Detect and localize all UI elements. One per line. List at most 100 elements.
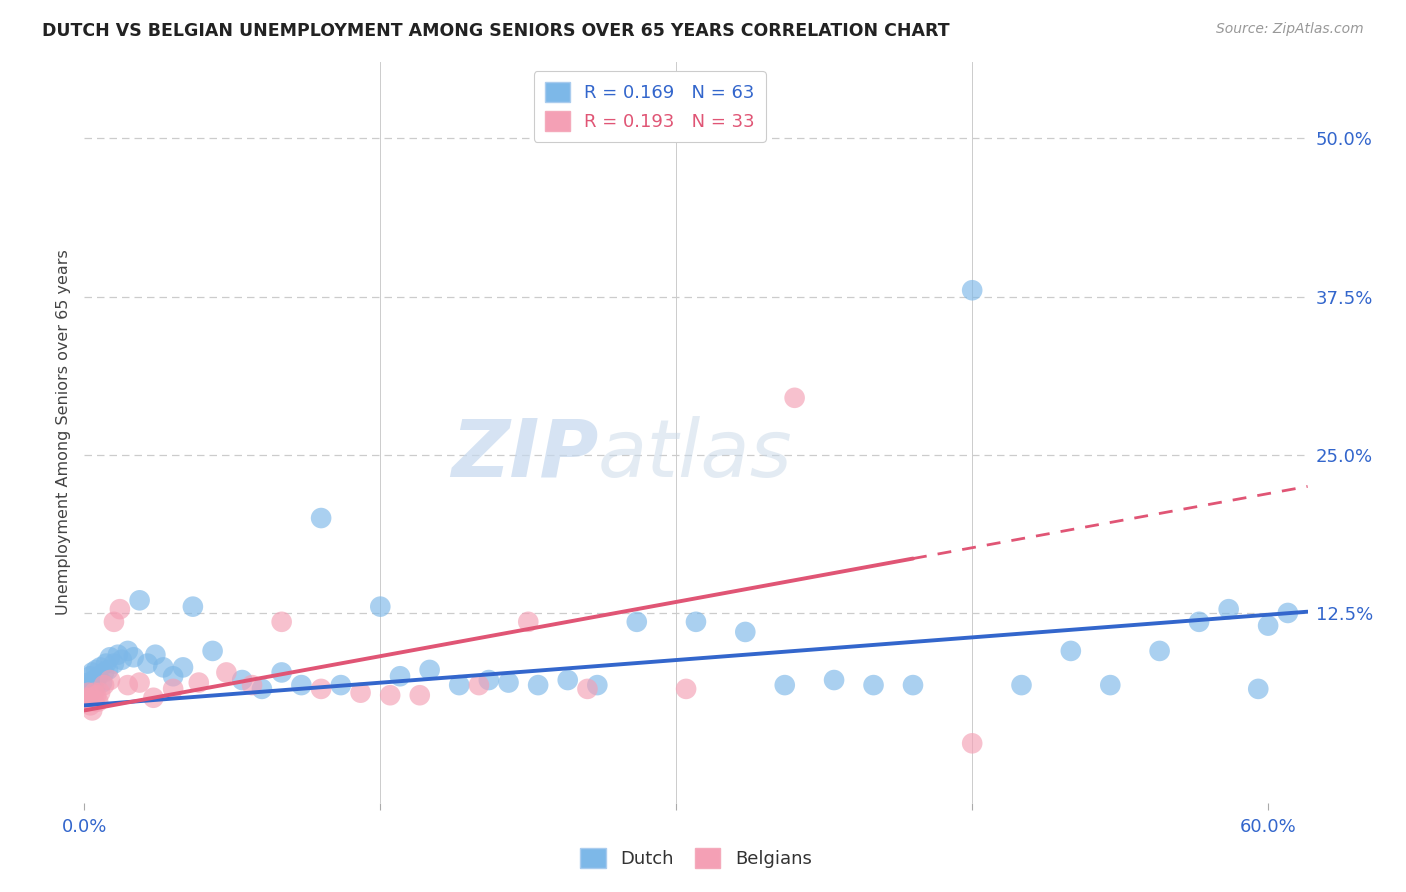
Point	[136, 657, 159, 671]
Text: Source: ZipAtlas.com: Source: ZipAtlas.com	[1216, 22, 1364, 37]
Point	[79, 669, 101, 683]
Point	[77, 675, 100, 690]
Point	[75, 690, 97, 705]
Point	[117, 678, 139, 692]
Point	[576, 681, 599, 696]
Point	[557, 673, 579, 687]
Point	[107, 648, 129, 662]
Point	[862, 678, 884, 692]
Point	[734, 624, 756, 639]
Point	[498, 675, 520, 690]
Point	[111, 653, 134, 667]
Point	[77, 688, 100, 702]
Point	[128, 593, 150, 607]
Point	[478, 673, 501, 687]
Point	[122, 650, 145, 665]
Point	[329, 678, 352, 692]
Point	[77, 694, 100, 708]
Point	[960, 736, 983, 750]
Point	[389, 669, 412, 683]
Point	[79, 698, 101, 713]
Text: ZIP: ZIP	[451, 416, 598, 494]
Point	[527, 678, 550, 692]
Point	[783, 391, 806, 405]
Point	[89, 660, 111, 674]
Point	[98, 673, 121, 687]
Point	[409, 688, 432, 702]
Point	[1218, 602, 1240, 616]
Point	[675, 681, 697, 696]
Point	[82, 678, 104, 692]
Point	[187, 675, 209, 690]
Point	[823, 673, 845, 687]
Point	[82, 703, 104, 717]
Point	[98, 650, 121, 665]
Point	[75, 694, 97, 708]
Point	[626, 615, 648, 629]
Point	[103, 657, 125, 671]
Point	[309, 511, 332, 525]
Point	[94, 657, 117, 671]
Point	[240, 678, 263, 692]
Point	[83, 686, 105, 700]
Point	[83, 694, 105, 708]
Point	[215, 665, 238, 680]
Point	[517, 615, 540, 629]
Point	[117, 644, 139, 658]
Point	[1277, 606, 1299, 620]
Point	[380, 688, 402, 702]
Point	[270, 615, 292, 629]
Point	[1099, 678, 1122, 692]
Legend: Dutch, Belgians: Dutch, Belgians	[574, 841, 818, 875]
Point	[349, 686, 371, 700]
Point	[172, 660, 194, 674]
Point	[162, 681, 184, 696]
Point	[84, 688, 107, 702]
Point	[290, 678, 312, 692]
Point	[87, 694, 110, 708]
Point	[231, 673, 253, 687]
Point	[901, 678, 924, 692]
Point	[97, 663, 120, 677]
Point	[82, 665, 104, 680]
Point	[1247, 681, 1270, 696]
Text: atlas: atlas	[598, 416, 793, 494]
Point	[250, 681, 273, 696]
Point	[270, 665, 292, 680]
Point	[309, 681, 332, 696]
Text: DUTCH VS BELGIAN UNEMPLOYMENT AMONG SENIORS OVER 65 YEARS CORRELATION CHART: DUTCH VS BELGIAN UNEMPLOYMENT AMONG SENI…	[42, 22, 950, 40]
Point	[77, 686, 100, 700]
Point	[1060, 644, 1083, 658]
Point	[83, 681, 105, 696]
Point	[93, 665, 115, 680]
Point	[84, 663, 107, 677]
Point	[87, 669, 110, 683]
Point	[1188, 615, 1211, 629]
Point	[83, 673, 105, 687]
Point	[368, 599, 391, 614]
Point	[79, 681, 101, 696]
Point	[103, 615, 125, 629]
Point	[142, 690, 165, 705]
Point	[201, 644, 224, 658]
Point	[152, 660, 174, 674]
Point	[449, 678, 471, 692]
Point	[162, 669, 184, 683]
Point	[586, 678, 609, 692]
Point	[468, 678, 491, 692]
Point	[685, 615, 707, 629]
Point	[1257, 618, 1279, 632]
Point	[128, 675, 150, 690]
Point	[145, 648, 167, 662]
Point	[79, 690, 101, 705]
Point	[960, 283, 983, 297]
Point	[773, 678, 796, 692]
Point	[419, 663, 441, 677]
Point	[93, 678, 115, 692]
Point	[1149, 644, 1171, 658]
Y-axis label: Unemployment Among Seniors over 65 years: Unemployment Among Seniors over 65 years	[56, 250, 72, 615]
Point	[84, 678, 107, 692]
Point	[108, 602, 131, 616]
Point	[1011, 678, 1033, 692]
Point	[89, 686, 111, 700]
